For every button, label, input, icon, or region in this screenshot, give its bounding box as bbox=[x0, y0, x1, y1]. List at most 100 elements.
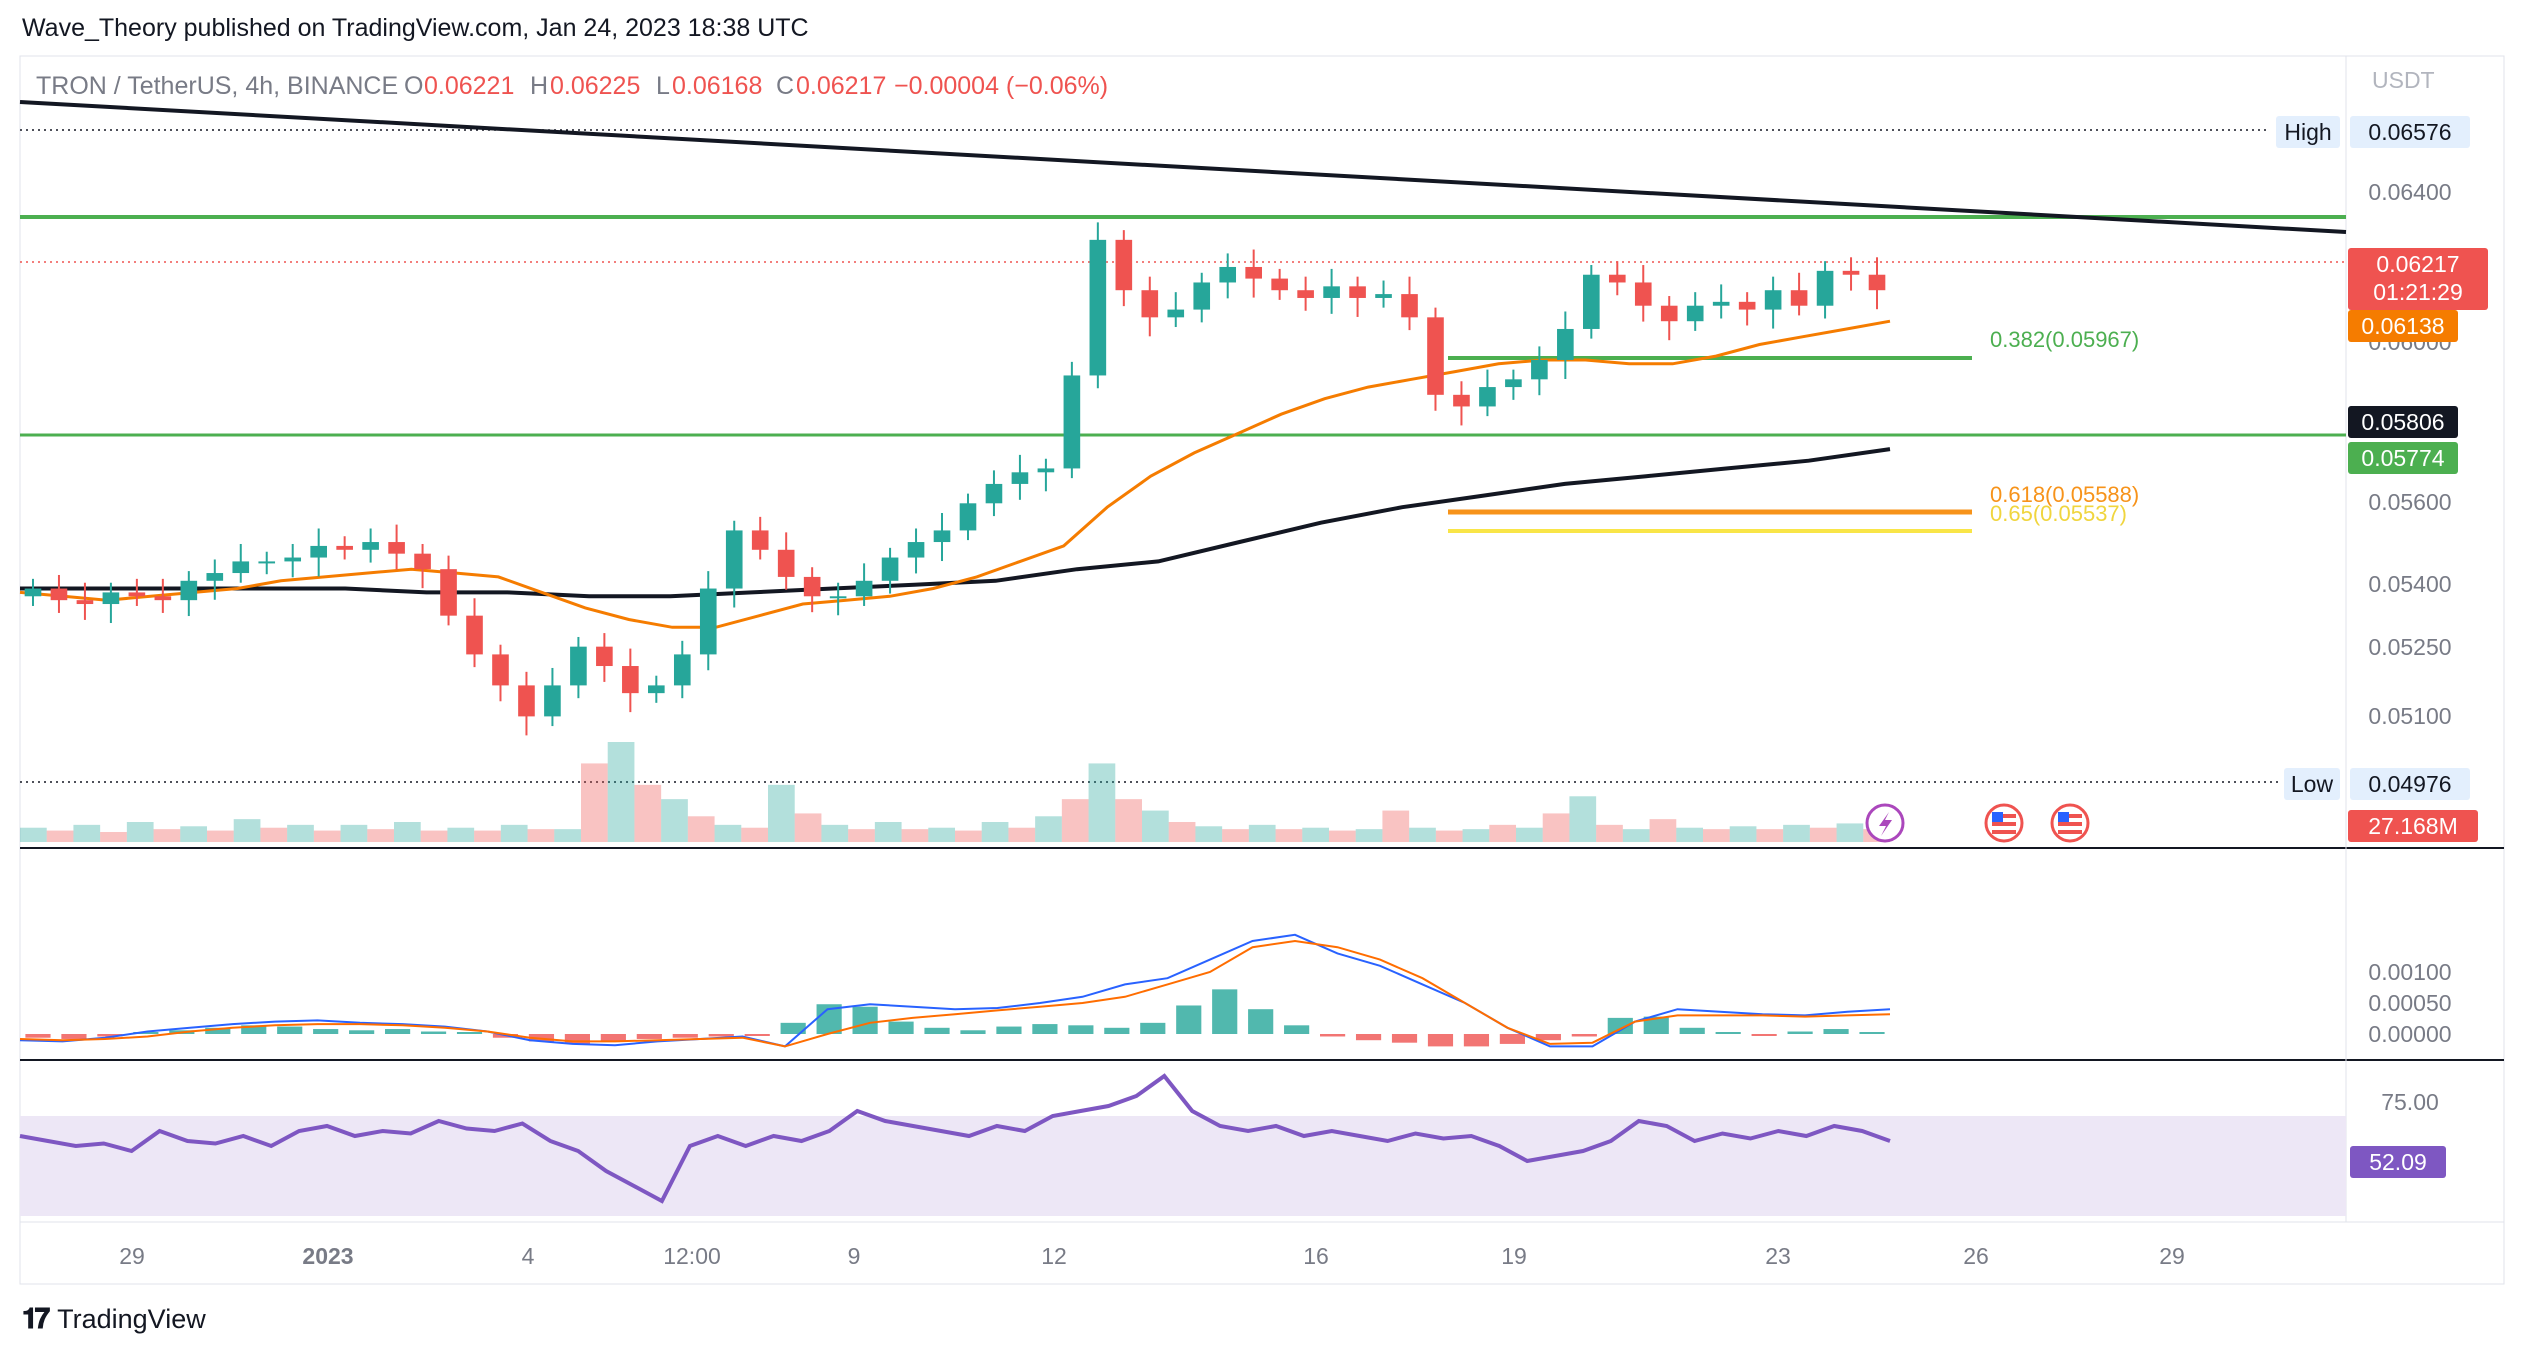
volume-bar bbox=[447, 827, 475, 842]
candle-body bbox=[751, 530, 769, 550]
macd-histogram-bar bbox=[1284, 1025, 1310, 1034]
candle-body bbox=[206, 573, 224, 581]
macd-histogram-bar bbox=[385, 1029, 411, 1034]
candle-body bbox=[544, 685, 561, 717]
volume-bar bbox=[500, 824, 528, 842]
macd-histogram-bar bbox=[1679, 1027, 1705, 1034]
candle-body bbox=[24, 588, 42, 597]
volume-bar bbox=[1142, 810, 1169, 842]
legend-close-value: 0.06217 bbox=[796, 72, 886, 100]
volume-bar bbox=[1275, 829, 1303, 842]
time-axis: 29 2023 4 12:00 9 12 16 19 23 26 29 bbox=[119, 1243, 2185, 1269]
candle-body bbox=[1115, 239, 1133, 291]
time-tick-label: 29 bbox=[119, 1243, 145, 1269]
candle-body bbox=[1842, 270, 1860, 275]
volume-bar bbox=[741, 827, 768, 842]
volume-bar bbox=[1783, 824, 1810, 842]
macd-histogram-bar bbox=[1535, 1034, 1561, 1041]
time-tick-label: 2023 bbox=[302, 1243, 353, 1269]
volume-bar bbox=[794, 813, 822, 842]
volume-bar bbox=[1222, 829, 1249, 842]
candle-body bbox=[1790, 290, 1808, 306]
macd-histogram-bar bbox=[1391, 1034, 1418, 1043]
volume-bar bbox=[394, 822, 421, 842]
candle-body bbox=[1531, 359, 1548, 380]
candle-body bbox=[336, 545, 353, 550]
volume-bar bbox=[1355, 829, 1383, 842]
candle-body bbox=[1297, 290, 1314, 298]
volume-bar bbox=[821, 824, 849, 842]
candle-body bbox=[1037, 468, 1055, 473]
macd-histogram-bar bbox=[600, 1034, 626, 1042]
volume-bar bbox=[1462, 829, 1490, 842]
volume-bar bbox=[1088, 763, 1116, 842]
lightning-icon[interactable] bbox=[1865, 803, 1905, 843]
macd-histogram-bar bbox=[924, 1027, 950, 1034]
macd-histogram-bar bbox=[996, 1026, 1022, 1034]
candle-body bbox=[803, 576, 821, 597]
candles bbox=[24, 222, 1886, 736]
volume-bar bbox=[1409, 827, 1436, 842]
time-tick-label: 26 bbox=[1963, 1243, 1989, 1269]
macd-histogram-bar bbox=[1787, 1031, 1813, 1034]
low-value: 0.04976 bbox=[2368, 771, 2451, 797]
price-tick-label: 0.05400 bbox=[2368, 571, 2451, 597]
macd-histogram-bar bbox=[1715, 1032, 1741, 1034]
volume-bar bbox=[661, 799, 688, 842]
volume-bar bbox=[367, 829, 394, 842]
descending-trendline bbox=[19, 100, 2347, 234]
macd-histogram-bar bbox=[636, 1034, 662, 1039]
volume-bar bbox=[1435, 830, 1463, 842]
currency-label: USDT bbox=[2372, 67, 2435, 93]
candle-body bbox=[673, 654, 691, 686]
candle-body bbox=[1141, 290, 1159, 318]
macd-histogram-bar bbox=[1355, 1034, 1382, 1041]
volume-bar bbox=[1836, 823, 1864, 842]
volume-bar bbox=[260, 827, 288, 842]
volume-bar bbox=[1382, 810, 1410, 842]
candle-body bbox=[1764, 290, 1782, 310]
volume-bar bbox=[714, 824, 742, 842]
macd-tick-label: 0.00000 bbox=[2368, 1021, 2451, 1047]
volume-bar bbox=[233, 819, 261, 842]
candle-body bbox=[1453, 394, 1470, 407]
time-tick-label: 12 bbox=[1041, 1243, 1067, 1269]
macd-histogram-bar bbox=[456, 1032, 483, 1034]
tradingview-logo[interactable]: 𝟏𝟕 TradingView bbox=[22, 1302, 206, 1336]
volume-bar bbox=[955, 830, 982, 842]
candle-body bbox=[1868, 274, 1886, 291]
volume-bar bbox=[1195, 826, 1223, 842]
volume-bar bbox=[768, 784, 795, 842]
us-flag-icon[interactable] bbox=[2050, 803, 2090, 843]
macd-histogram-bar bbox=[1499, 1034, 1525, 1044]
candle-body bbox=[102, 592, 120, 605]
macd-tick-label: 0.00100 bbox=[2368, 959, 2451, 985]
us-flag-icon[interactable] bbox=[1984, 803, 2024, 843]
candle-body bbox=[1583, 274, 1600, 329]
volume-bar bbox=[527, 829, 555, 842]
macd-histogram-bar bbox=[960, 1030, 986, 1034]
candle-body bbox=[1063, 375, 1081, 469]
candle-body bbox=[725, 530, 743, 589]
price-tick-label: 0.05100 bbox=[2368, 703, 2451, 729]
candle-body bbox=[232, 561, 250, 574]
macd-histogram-bar bbox=[888, 1021, 914, 1034]
candle-body bbox=[518, 685, 535, 717]
candle-body bbox=[1479, 387, 1496, 407]
legend-open-value: 0.06221 bbox=[424, 72, 514, 100]
candle-body bbox=[1219, 266, 1237, 283]
macd-histogram-bar bbox=[1607, 1017, 1633, 1034]
macd-histogram-bar bbox=[1032, 1024, 1058, 1034]
macd-histogram-bar bbox=[1140, 1022, 1166, 1034]
candle-body bbox=[1375, 294, 1392, 298]
volume-bar bbox=[874, 822, 902, 842]
macd-histogram-bar bbox=[708, 1034, 734, 1037]
macd-tick-label: 0.00050 bbox=[2368, 990, 2451, 1016]
candle-body bbox=[76, 600, 94, 605]
volume-bar bbox=[100, 832, 127, 842]
macd-histogram-bar bbox=[1104, 1027, 1130, 1034]
candle-body bbox=[1505, 379, 1522, 388]
time-tick-label: 23 bbox=[1765, 1243, 1791, 1269]
volume-bar bbox=[1302, 827, 1329, 842]
